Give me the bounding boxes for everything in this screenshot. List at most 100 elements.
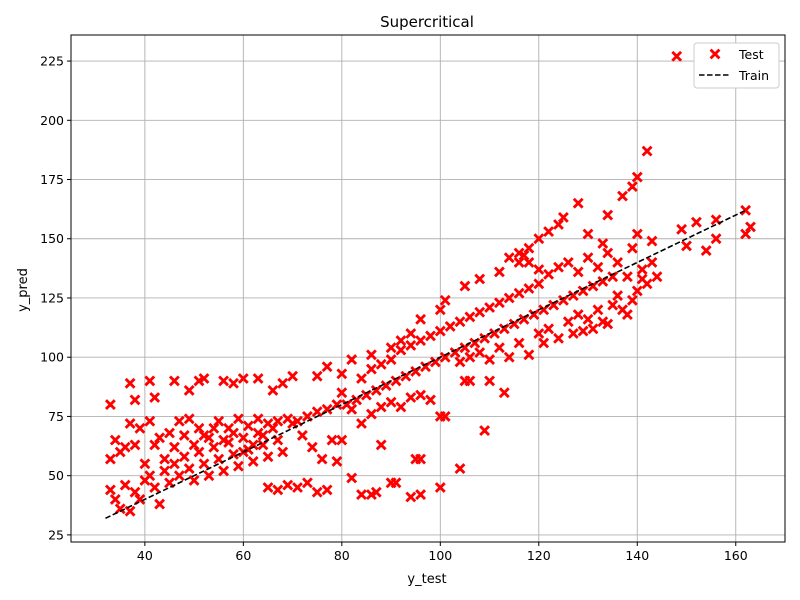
test-point [301, 410, 313, 422]
test-point [178, 429, 190, 441]
train-line [105, 209, 746, 520]
x-tick-label: 140 [625, 548, 649, 563]
test-point [252, 413, 264, 425]
legend: Test Train [693, 42, 780, 89]
test-point [646, 256, 658, 268]
test-point [203, 432, 215, 444]
test-point [626, 242, 638, 254]
test-point [257, 429, 269, 441]
test-point [498, 323, 510, 335]
test-point [326, 434, 338, 446]
test-point [454, 356, 466, 368]
test-point [464, 311, 476, 323]
test-point [533, 264, 545, 275]
test-point [144, 415, 156, 427]
test-point [523, 242, 535, 254]
x-tick-label: 160 [724, 548, 748, 563]
test-point [139, 458, 151, 470]
test-point [518, 249, 530, 261]
test-point [484, 302, 496, 313]
test-point [602, 318, 614, 330]
test-point [503, 351, 515, 363]
test-point [533, 233, 545, 245]
test-point [168, 458, 180, 470]
test-point [193, 422, 205, 434]
test-point [321, 403, 333, 415]
test-point [415, 335, 427, 347]
test-point [395, 401, 407, 413]
test-point [198, 458, 210, 470]
test-point [390, 375, 402, 387]
test-point [109, 434, 121, 446]
test-point [617, 190, 628, 202]
test-point [149, 392, 161, 403]
test-point [572, 266, 584, 278]
test-point [277, 377, 289, 389]
test-point [602, 247, 614, 259]
test-point [272, 434, 284, 446]
test-point [208, 422, 220, 434]
x-tick-label: 120 [527, 548, 551, 563]
test-point [607, 299, 619, 311]
test-point [193, 446, 205, 458]
x-tick-label: 100 [428, 548, 452, 563]
test-point [621, 271, 633, 283]
test-point [336, 434, 348, 446]
test-point [316, 453, 328, 465]
test-point [533, 278, 545, 290]
test-point [592, 304, 604, 316]
test-point [681, 240, 692, 252]
test-point [247, 439, 259, 451]
test-point [375, 358, 387, 370]
test-point [612, 256, 624, 268]
y-tick-label: 200 [40, 113, 64, 128]
test-point [577, 285, 589, 297]
test-point [479, 425, 491, 437]
test-point [646, 235, 658, 247]
test-point [134, 422, 146, 434]
test-point [296, 429, 308, 441]
test-point [740, 204, 752, 216]
test-point [168, 441, 180, 453]
test-point [493, 342, 505, 354]
test-point [331, 455, 343, 467]
test-point [365, 489, 377, 501]
test-point [356, 373, 367, 384]
test-point [365, 408, 377, 420]
test-point [484, 354, 496, 366]
test-point [562, 316, 574, 328]
grid-lines [71, 35, 785, 542]
test-point [188, 439, 200, 451]
test-point [306, 441, 318, 453]
test-point [104, 453, 116, 465]
y-tick-label: 125 [40, 290, 64, 305]
test-point [671, 50, 683, 62]
test-point [346, 403, 358, 415]
test-point [228, 427, 239, 439]
test-point [282, 479, 294, 491]
test-point [336, 368, 348, 380]
test-point [641, 278, 653, 290]
test-point [213, 453, 225, 465]
test-point [498, 387, 510, 399]
test-point [612, 290, 624, 302]
test-point [434, 482, 446, 493]
test-point [311, 370, 323, 382]
y-tick-label: 225 [40, 54, 64, 69]
test-point [641, 145, 653, 157]
test-point [582, 252, 594, 264]
test-point [444, 320, 456, 332]
test-point [149, 482, 161, 493]
test-series-markers [104, 50, 756, 517]
test-point [242, 420, 254, 432]
y-tick-label: 25 [48, 527, 64, 542]
test-point [292, 482, 303, 493]
test-point [523, 349, 535, 361]
y-tick-label: 150 [40, 231, 64, 246]
test-point [621, 309, 633, 321]
test-point [385, 342, 397, 354]
test-point [474, 347, 486, 358]
test-point [385, 354, 397, 366]
test-point [356, 418, 367, 429]
test-point [247, 455, 259, 467]
